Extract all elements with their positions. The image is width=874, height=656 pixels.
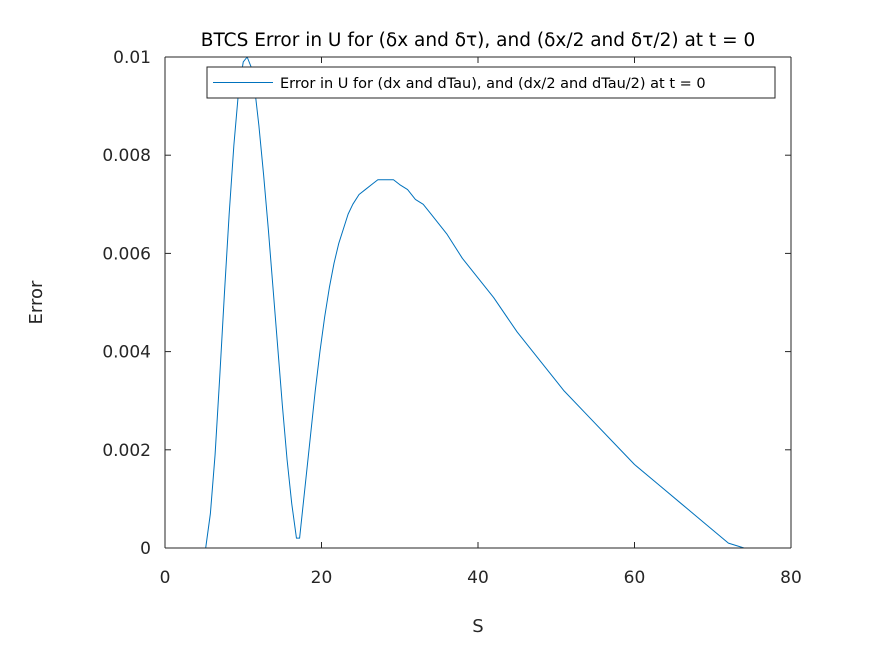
- x-ticks: 0 20 40 60 80: [160, 57, 802, 588]
- legend-box: [206, 66, 776, 99]
- y-tick-label: 0.004: [102, 343, 151, 363]
- plot-area: [165, 57, 791, 548]
- x-tick-label: 60: [624, 568, 646, 588]
- y-axis-label: Error: [26, 280, 47, 324]
- y-tick-label: 0.008: [102, 146, 151, 166]
- legend: Error in U for (dx and dTau), and (dx/2 …: [206, 66, 776, 99]
- y-tick-label: 0.01: [113, 48, 151, 68]
- legend-entry: Error in U for (dx and dTau), and (dx/2 …: [280, 76, 706, 92]
- y-ticks: 0 0.002 0.004 0.006 0.008 0.01: [102, 48, 791, 559]
- chart-title: BTCS Error in U for (δx and δτ), and (δx…: [201, 30, 755, 51]
- x-axis-label: S: [472, 616, 483, 637]
- y-tick-label: 0: [140, 539, 151, 559]
- x-tick-label: 0: [160, 568, 171, 588]
- y-tick-label: 0.002: [102, 441, 151, 461]
- x-tick-label: 80: [780, 568, 802, 588]
- x-tick-label: 20: [311, 568, 333, 588]
- x-tick-label: 40: [467, 568, 489, 588]
- y-tick-label: 0.006: [102, 244, 151, 264]
